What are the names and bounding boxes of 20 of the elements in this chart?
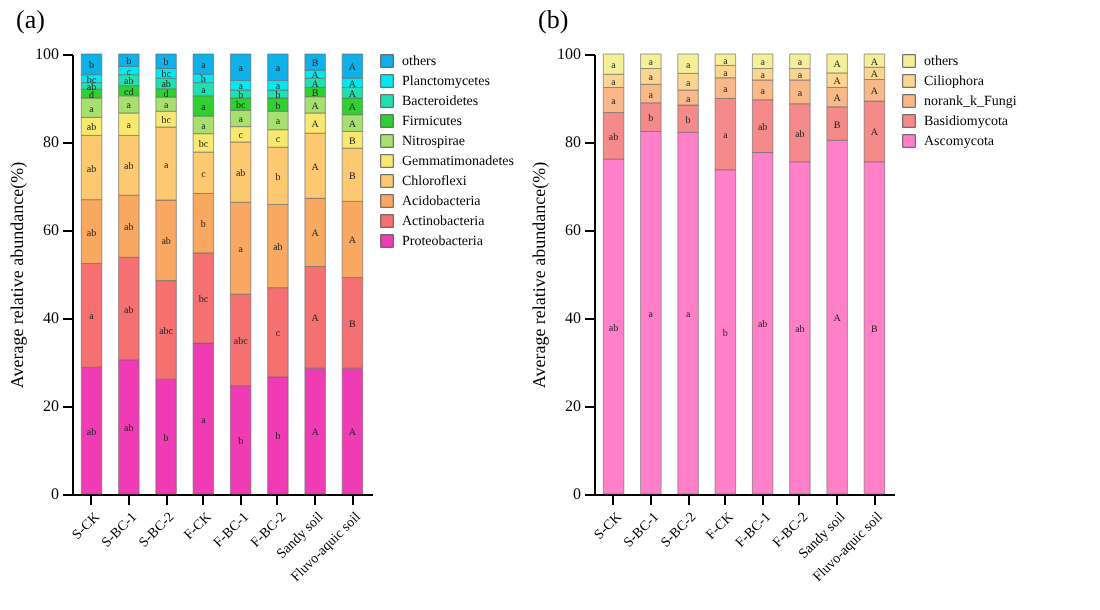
- y-axis-title: Average relative abundance(%): [529, 161, 549, 389]
- y-axis-title: Average relative abundance(%): [7, 161, 27, 389]
- bar: [192, 53, 214, 75]
- y-tick-label: 100: [557, 45, 581, 63]
- y-tick-label: 40: [43, 309, 59, 327]
- bar: [304, 53, 326, 71]
- y-tick-label: 60: [565, 221, 581, 239]
- y-tick-label: 60: [43, 221, 59, 239]
- y-tick-label: 40: [565, 309, 581, 327]
- chart-title: (b): [538, 4, 569, 34]
- y-tick-label: 20: [43, 397, 59, 415]
- y-tick-label: 20: [565, 397, 581, 415]
- bar: [118, 53, 140, 67]
- y-tick-label: 80: [565, 133, 581, 151]
- bar: [81, 53, 103, 75]
- y-tick-label: 0: [51, 485, 59, 503]
- chart-title: (a): [16, 4, 45, 34]
- y-tick-label: 80: [43, 133, 59, 151]
- y-tick-label: 100: [35, 45, 59, 63]
- y-tick-label: 0: [573, 485, 581, 503]
